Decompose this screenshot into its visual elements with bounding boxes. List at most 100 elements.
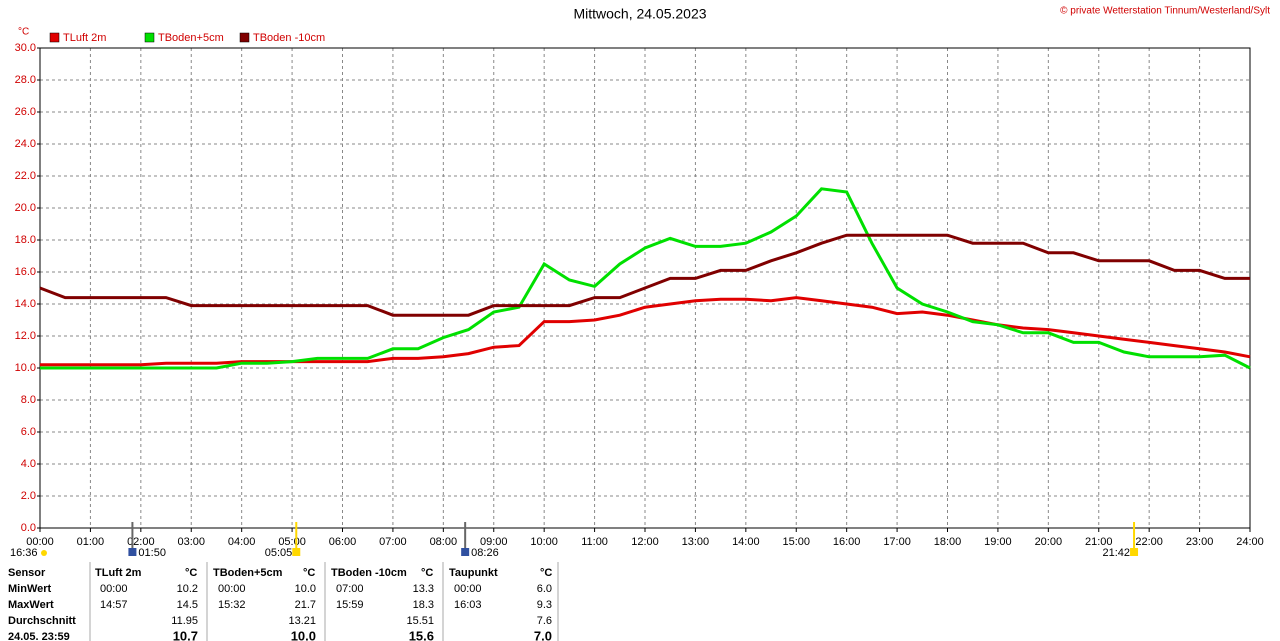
table-value: 9.3 [537,599,552,611]
table-time: 16:03 [454,599,482,611]
table-value: 10.0 [295,583,316,595]
y-tick-label: 22.0 [15,170,36,182]
table-value: 13.21 [288,615,316,627]
annotation-icon [128,548,137,556]
x-tick-label: 20:00 [1035,536,1063,548]
table-unit: °C [303,567,315,579]
table-header: TBoden -10cm [331,567,407,579]
x-tick-label: 18:00 [934,536,962,548]
y-tick-label: 0.0 [21,522,36,534]
table-header: TLuft 2m [95,567,142,579]
table-header: TBoden+5cm [213,567,283,579]
table-value: 7.0 [534,628,552,641]
x-tick-label: 24:00 [1236,536,1264,548]
y-tick-label: 26.0 [15,106,36,118]
table-time: 00:00 [218,583,246,595]
annotation-label: 05:05 [265,547,293,559]
x-tick-label: 23:00 [1186,536,1214,548]
annotation-label: 21:42 [1103,547,1131,559]
annotation-icon [1130,548,1139,556]
x-tick-label: 05:00 [278,536,306,548]
annotation-label: 01:50 [138,547,166,559]
table-value: 11.95 [171,615,198,627]
y-tick-label: 14.0 [15,298,36,310]
x-tick-label: 08:00 [430,536,458,548]
table-time: 07:00 [336,583,364,595]
x-tick-label: 15:00 [782,536,810,548]
x-tick-label: 16:00 [833,536,861,548]
y-tick-label: 16.0 [15,266,36,278]
table-time: 15:59 [336,599,364,611]
annotation-label: 08:26 [471,547,499,559]
legend-label: TBoden+5cm [158,32,224,44]
x-tick-label: 13:00 [682,536,710,548]
table-value: 13.3 [413,583,434,595]
legend-swatch [144,32,155,43]
plot-area [37,47,1251,532]
y-tick-label: 12.0 [15,330,36,342]
y-tick-label: 28.0 [15,74,36,86]
table-value: 15.51 [406,615,434,627]
table-value: 21.7 [295,599,316,611]
row-label: MinWert [8,583,52,595]
y-tick-label: 6.0 [21,426,36,438]
x-tick-label: 07:00 [379,536,407,548]
series-line [40,187,1251,370]
left-note: 16:36 [10,547,38,559]
x-tick-label: 19:00 [984,536,1012,548]
x-tick-label: 00:00 [26,536,54,548]
y-tick-label: 30.0 [15,42,36,54]
row-label: 24.05. 23:59 [8,631,70,641]
table-value: 14.5 [177,599,198,611]
table-time: 15:32 [218,599,246,611]
x-tick-label: 21:00 [1085,536,1113,548]
x-tick-label: 09:00 [480,536,508,548]
x-tick-label: 11:00 [581,536,608,548]
table-value: 7.6 [537,615,552,627]
row-label: Durchschnitt [8,615,76,627]
x-tick-label: 14:00 [732,536,760,548]
table-time: 14:57 [100,599,128,611]
y-tick-label: 10.0 [15,362,36,374]
table-header: Taupunkt [449,567,498,579]
chart-title: Mittwoch, 24.05.2023 [573,6,706,22]
y-tick-label: 4.0 [21,458,36,470]
table-time: 00:00 [100,583,128,595]
x-tick-label: 12:00 [631,536,659,548]
x-tick-label: 01:00 [77,536,105,548]
series-line [39,233,1250,317]
x-tick-label: 04:00 [228,536,256,548]
y-tick-label: 8.0 [21,394,36,406]
legend-swatch [239,32,250,43]
x-tick-label: 22:00 [1135,536,1163,548]
x-tick-label: 06:00 [329,536,357,548]
table-unit: °C [421,567,433,579]
table-unit: °C [185,567,197,579]
y-unit: °C [18,27,29,38]
x-tick-label: 03:00 [177,536,205,548]
table-value: 10.7 [173,628,198,641]
series-line [40,296,1251,367]
copyright: © private Wetterstation Tinnum/Westerlan… [1060,6,1270,17]
legend-swatch [49,32,60,43]
annotation-icon [461,548,470,556]
table-value: 10.0 [291,628,316,641]
stats-table: Sensor TLuft 2m °C TBoden+5cm °C TBoden -10cm… [8,562,559,641]
x-tick-label: 17:00 [883,536,911,548]
y-tick-label: 24.0 [15,138,36,150]
y-tick-label: 20.0 [15,202,36,214]
table-time: 00:00 [454,583,482,595]
table-value: 10.2 [177,583,198,595]
table-header: Sensor [8,567,46,579]
table-value: 6.0 [537,583,552,595]
x-tick-label: 02:00 [127,536,155,548]
legend-label: TLuft 2m [63,32,106,44]
table-value: 18.3 [413,599,434,611]
sun-icon [41,550,47,556]
y-tick-label: 18.0 [15,234,36,246]
y-tick-label: 2.0 [21,490,36,502]
table-value: 15.6 [409,628,434,641]
annotation-icon [292,548,301,556]
legend-label: TBoden -10cm [253,32,325,44]
